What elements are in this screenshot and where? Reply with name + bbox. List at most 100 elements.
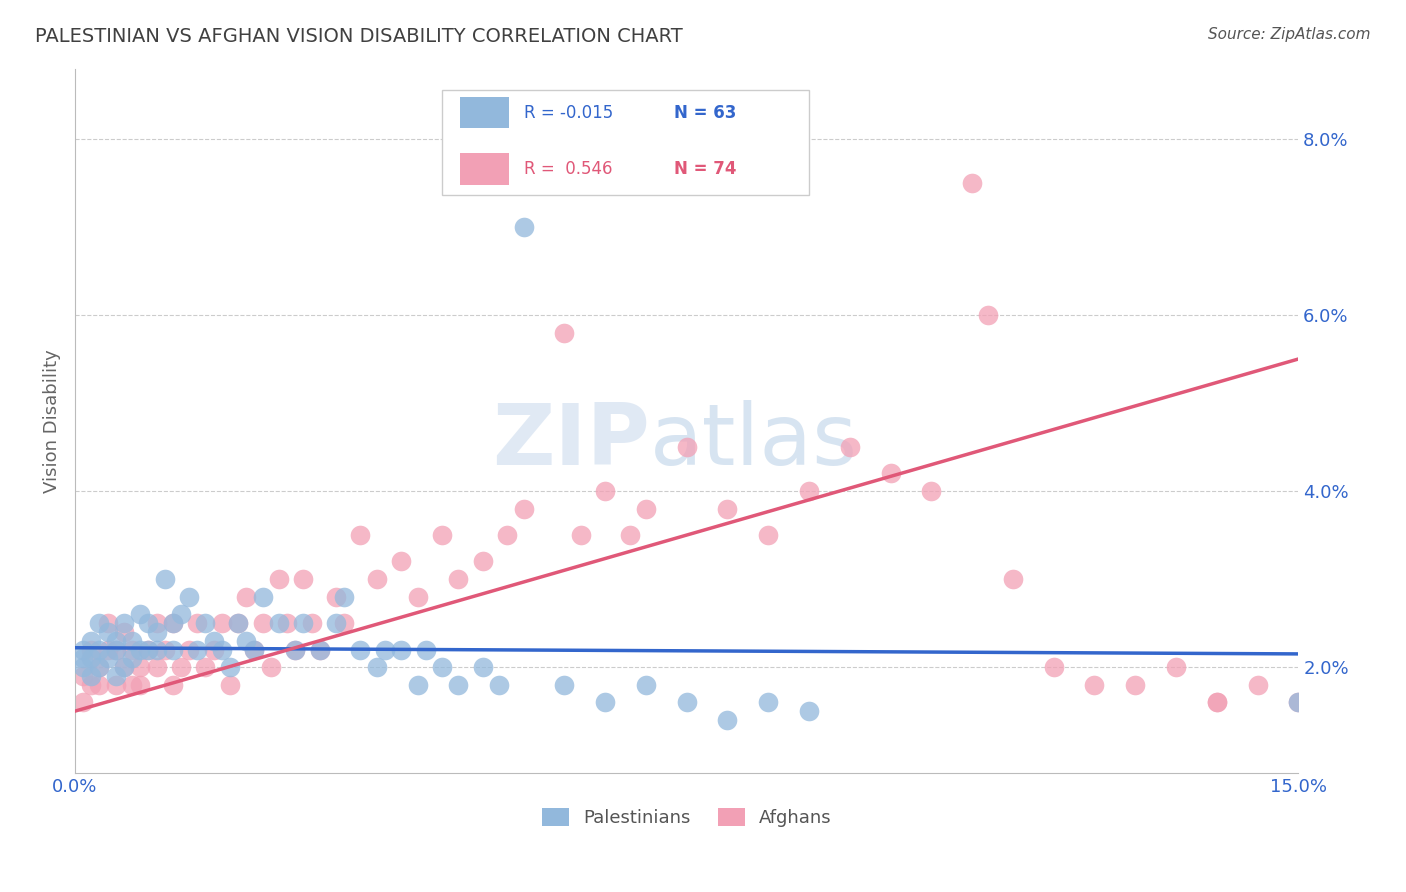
Text: R = -0.015: R = -0.015 — [524, 103, 613, 122]
Point — [267, 616, 290, 631]
Point — [389, 554, 412, 568]
Point — [129, 678, 152, 692]
Point — [80, 651, 103, 665]
Point — [634, 678, 657, 692]
Point — [121, 651, 143, 665]
Point — [267, 572, 290, 586]
Point — [145, 642, 167, 657]
Point — [284, 642, 307, 657]
Point — [202, 642, 225, 657]
Point — [89, 660, 111, 674]
Point — [430, 528, 453, 542]
Point — [104, 642, 127, 657]
Point — [593, 695, 616, 709]
Point — [325, 590, 347, 604]
Point — [211, 616, 233, 631]
Text: R =  0.546: R = 0.546 — [524, 161, 613, 178]
Point — [252, 616, 274, 631]
Point — [406, 678, 429, 692]
Y-axis label: Vision Disability: Vision Disability — [44, 349, 60, 492]
Point — [80, 678, 103, 692]
Point — [879, 467, 901, 481]
Text: atlas: atlas — [650, 401, 858, 483]
Point — [496, 528, 519, 542]
Text: N = 63: N = 63 — [675, 103, 737, 122]
Point — [593, 484, 616, 499]
Point — [512, 219, 534, 234]
Point — [1286, 695, 1309, 709]
Point — [72, 642, 94, 657]
Point — [80, 669, 103, 683]
Point — [349, 528, 371, 542]
Point — [72, 695, 94, 709]
Point — [219, 678, 242, 692]
Point — [121, 633, 143, 648]
Point — [186, 616, 208, 631]
Point — [1286, 695, 1309, 709]
Point — [162, 616, 184, 631]
Point — [80, 642, 103, 657]
Point — [797, 704, 820, 718]
Point — [112, 660, 135, 674]
Point — [1246, 678, 1268, 692]
Point — [89, 642, 111, 657]
Point — [243, 642, 266, 657]
Point — [374, 642, 396, 657]
Point — [619, 528, 641, 542]
Point — [675, 440, 697, 454]
Point — [366, 660, 388, 674]
Point — [716, 713, 738, 727]
Point — [284, 642, 307, 657]
Point — [634, 501, 657, 516]
Point — [153, 572, 176, 586]
Point — [235, 633, 257, 648]
Point — [89, 616, 111, 631]
Point — [252, 590, 274, 604]
Bar — [460, 96, 509, 128]
Point — [211, 642, 233, 657]
Point — [333, 616, 356, 631]
Point — [89, 678, 111, 692]
Point — [226, 616, 249, 631]
Point — [112, 624, 135, 639]
Point — [138, 642, 160, 657]
Point — [325, 616, 347, 631]
Point — [121, 678, 143, 692]
Point — [194, 660, 217, 674]
Point — [406, 590, 429, 604]
Point — [153, 642, 176, 657]
Point — [97, 651, 120, 665]
Point — [89, 660, 111, 674]
Point — [756, 528, 779, 542]
Point — [308, 642, 330, 657]
Point — [145, 624, 167, 639]
Point — [129, 660, 152, 674]
Point — [202, 633, 225, 648]
Point — [179, 590, 201, 604]
Point — [1164, 660, 1187, 674]
Point — [308, 642, 330, 657]
Point — [838, 440, 860, 454]
Point — [97, 624, 120, 639]
Point — [301, 616, 323, 631]
Point — [219, 660, 242, 674]
Point — [716, 501, 738, 516]
Point — [292, 616, 315, 631]
Point — [162, 678, 184, 692]
Point — [179, 642, 201, 657]
Point — [333, 590, 356, 604]
Point — [162, 642, 184, 657]
Point — [756, 695, 779, 709]
Point — [129, 607, 152, 622]
Point — [170, 660, 193, 674]
Point — [366, 572, 388, 586]
Point — [977, 308, 1000, 322]
Point — [194, 616, 217, 631]
Point — [80, 633, 103, 648]
Point — [349, 642, 371, 657]
Point — [72, 651, 94, 665]
Point — [226, 616, 249, 631]
Point — [447, 678, 470, 692]
Point — [1205, 695, 1227, 709]
Point — [569, 528, 592, 542]
